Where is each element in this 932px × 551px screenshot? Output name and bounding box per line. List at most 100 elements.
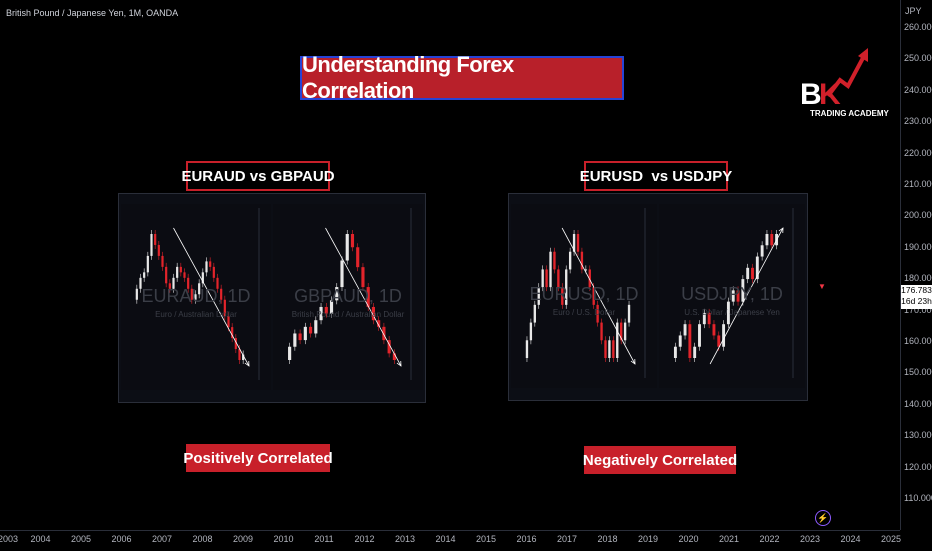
candle <box>172 277 175 289</box>
year-tick-label: 2014 <box>435 534 456 544</box>
price-scale-label: 210.000 <box>904 179 932 189</box>
candle <box>612 340 615 358</box>
candle <box>382 326 386 341</box>
eurusd-subtitle: Euro / U.S. Dollar <box>552 308 616 317</box>
candle <box>557 269 560 288</box>
candle <box>179 266 182 273</box>
candle <box>600 322 603 341</box>
candle <box>139 277 142 289</box>
logo-tagline: TRADING ACADEMY <box>810 109 889 118</box>
left-pair-title: EURAUD vs GBPAUD <box>181 161 335 191</box>
year-tick-label: 2021 <box>718 534 740 544</box>
candle <box>238 349 241 360</box>
trend-arrow <box>709 227 784 365</box>
candle <box>707 312 711 325</box>
candle <box>242 354 245 360</box>
year-tick-label: 2010 <box>273 534 294 544</box>
candle <box>146 255 149 273</box>
year-tick-label: 2006 <box>111 534 132 544</box>
price-scale-label: 240.000 <box>904 84 932 95</box>
candle <box>698 324 701 347</box>
year-tick-label: 2009 <box>232 534 254 544</box>
candle <box>545 269 548 288</box>
candle <box>620 322 623 341</box>
candle <box>377 320 381 327</box>
candle <box>220 288 223 300</box>
year-tick-label: 2004 <box>30 534 51 544</box>
candle <box>751 267 754 280</box>
price-scale[interactable] <box>900 0 932 530</box>
candle <box>135 288 138 300</box>
year-tick-label: 2018 <box>597 534 618 544</box>
right-chart-panel[interactable]: EURUSD, 1D Euro / U.S. Dollar USDJPY, 1D… <box>508 193 808 401</box>
lightning-icon[interactable]: ⚡ <box>815 510 831 526</box>
year-tick-label: 2015 <box>475 534 497 544</box>
trend-arrow-head <box>396 360 402 367</box>
gbpaud-candles <box>288 208 412 380</box>
price-scale-label: 190.000 <box>904 241 932 252</box>
price-scale-label: 160.000 <box>904 336 932 346</box>
candle <box>143 272 146 278</box>
eurusd-candles <box>525 208 646 378</box>
positive-correlation-badge: Positively Correlated <box>183 444 333 472</box>
year-tick-label: 2007 <box>151 534 173 544</box>
svg-text:B: B <box>800 78 822 111</box>
candle <box>198 283 201 295</box>
usdjpy-chart[interactable]: USDJPY, 1D U.S. Dollar / Japanese Yen <box>659 204 805 388</box>
candle <box>150 234 153 256</box>
price-scale-label: 230.000 <box>904 116 932 127</box>
candle <box>205 261 208 273</box>
candle <box>154 234 157 245</box>
candle <box>329 300 334 314</box>
time-axis[interactable] <box>0 530 900 551</box>
candle <box>288 346 292 360</box>
year-tick-label: 2020 <box>678 534 699 544</box>
price-scale-label: 200.000 <box>904 210 932 221</box>
price-scale-label: 110.000 <box>904 493 932 503</box>
gbpaud-watermark: GBPAUD, 1D <box>294 286 402 306</box>
year-tick-label: 2025 <box>880 534 902 544</box>
euraud-watermark: EURAUD, 1D <box>141 286 251 306</box>
year-tick-label: 2013 <box>394 534 416 544</box>
candle <box>553 251 556 270</box>
candle <box>525 340 529 358</box>
trend-arrow <box>173 227 250 367</box>
year-tick-label: 2017 <box>556 534 578 544</box>
year-tick-label: 2008 <box>192 534 213 544</box>
left-chart-panel[interactable]: EURAUD, 1D Euro / Australian Dollar GBPA… <box>118 193 426 403</box>
price-scale-label: 140.000 <box>904 398 932 409</box>
candle <box>592 287 595 305</box>
candle <box>190 288 193 300</box>
logo: B K <box>798 46 878 122</box>
candle <box>736 290 740 302</box>
gbpaud-chart[interactable]: GBPAUD, 1D British Pound / Australian Do… <box>273 204 423 390</box>
candle <box>366 287 370 307</box>
euraud-subtitle: Euro / Australian Dollar <box>155 310 237 319</box>
candle <box>549 251 552 288</box>
candle <box>392 353 396 360</box>
price-scale-label: 170.000 <box>904 304 932 315</box>
candle <box>722 324 726 347</box>
candle <box>604 340 607 358</box>
usdjpy-subtitle: U.S. Dollar / Japanese Yen <box>684 308 780 317</box>
candle <box>693 346 697 358</box>
candle <box>168 283 171 289</box>
eurusd-chart[interactable]: EURUSD, 1D Euro / U.S. Dollar <box>511 204 657 388</box>
candle <box>616 322 619 358</box>
gbpaud-subtitle: British Pound / Australian Dollar <box>291 310 405 319</box>
price-marker-icon: ▼ <box>818 282 826 291</box>
euraud-chart[interactable]: EURAUD, 1D Euro / Australian Dollar <box>121 204 271 390</box>
price-scale-label: 130.000 <box>904 430 932 441</box>
right-pair-title: EURUSD vs USDJPY <box>580 161 732 191</box>
candle <box>161 255 164 267</box>
candle <box>356 247 360 268</box>
candle <box>157 244 160 256</box>
year-tick-label: 2019 <box>637 534 659 544</box>
candle <box>537 287 540 305</box>
symbol-title: British Pound / Japanese Yen, 1M, OANDA <box>6 8 179 18</box>
year-tick-label: 2011 <box>314 534 334 544</box>
candle <box>227 316 230 328</box>
price-unit: JPY <box>905 6 922 16</box>
usdjpy-candles <box>673 208 794 378</box>
candle <box>688 324 692 358</box>
